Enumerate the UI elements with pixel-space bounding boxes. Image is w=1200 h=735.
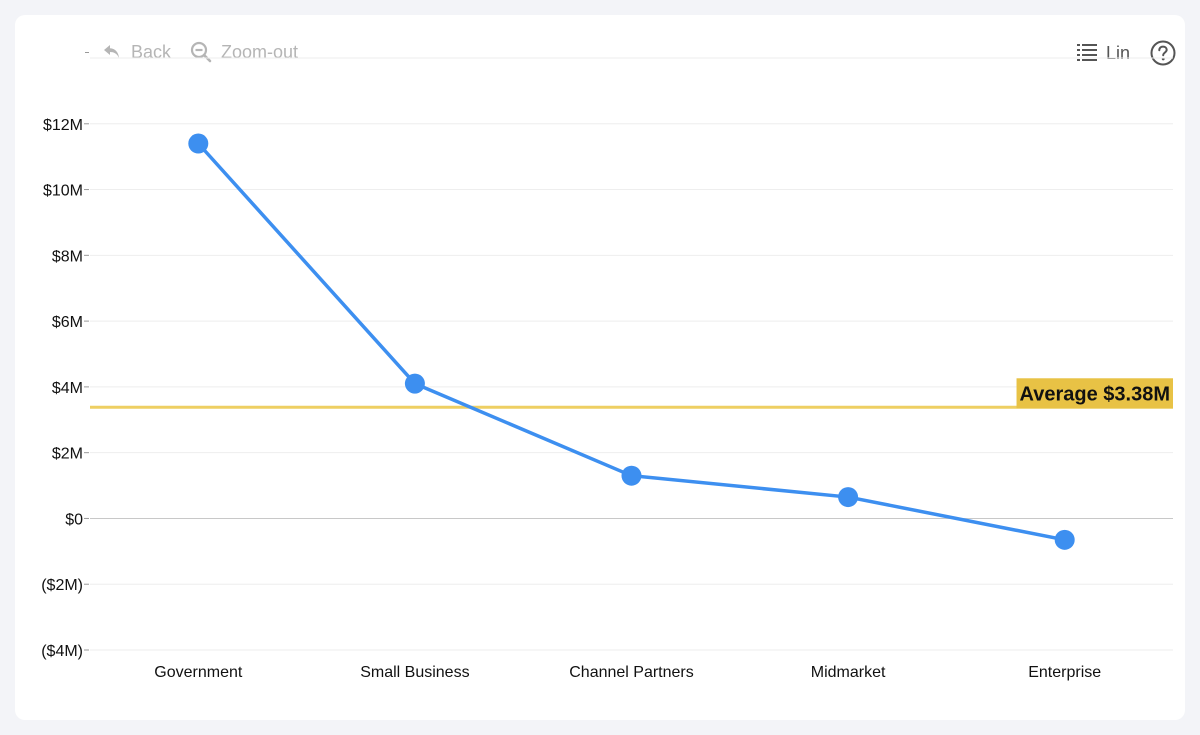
y-tick-label: $4M	[52, 380, 83, 397]
x-tick-label: Government	[154, 664, 243, 681]
y-tick-label: $2M	[52, 446, 83, 463]
series-layer	[188, 133, 1075, 550]
average-label: Average $3.38M	[1020, 383, 1170, 405]
back-label: Back	[131, 41, 172, 62]
x-tick-label: Small Business	[360, 664, 469, 681]
x-tick-label: Midmarket	[811, 664, 886, 681]
toolbar-left: Back Zoom-out	[85, 40, 298, 64]
data-point[interactable]	[188, 133, 209, 154]
zoom-out-label: Zoom-out	[221, 41, 299, 62]
y-tick-label: ($2M)	[41, 577, 83, 594]
undo-arrow-icon	[104, 45, 119, 58]
chart-card	[15, 15, 1185, 720]
average-reference: Average $3.38M	[90, 378, 1173, 409]
toolbar-dot	[85, 51, 89, 53]
data-point[interactable]	[1054, 529, 1075, 550]
data-point[interactable]	[838, 487, 859, 508]
y-tick-label: $10M	[43, 183, 83, 200]
x-tick-label: Channel Partners	[569, 664, 694, 681]
grid-lines	[90, 57, 1173, 651]
y-tick-label: $8M	[52, 248, 83, 265]
x-axis: Government Small Business Channel Partners…	[154, 664, 1101, 681]
data-point[interactable]	[621, 465, 642, 486]
y-tick-label: $12M	[43, 117, 83, 134]
y-tick-label: $0	[65, 511, 83, 528]
back-button[interactable]: Back	[85, 41, 171, 63]
list-icon	[1076, 44, 1097, 61]
average-label-bg	[1016, 378, 1173, 409]
x-tick-label: Enterprise	[1028, 664, 1101, 681]
y-tick-label: $6M	[52, 314, 83, 331]
data-point[interactable]	[404, 373, 425, 394]
y-tick-label: ($4M)	[41, 643, 83, 660]
y-axis: $12M $10M $8M $6M $4M $2M $0 ($2M) ($4M)	[41, 117, 89, 660]
